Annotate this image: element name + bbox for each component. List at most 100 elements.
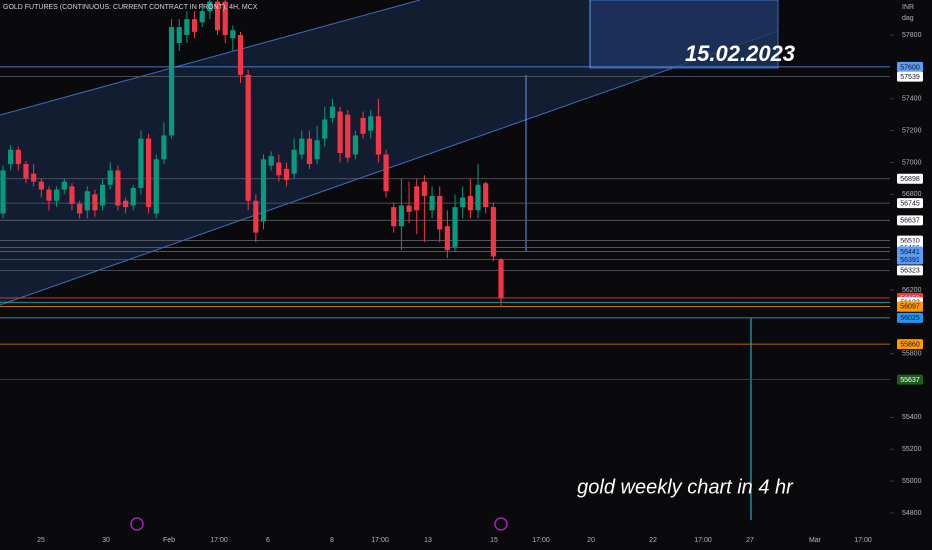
candle-body <box>54 189 60 201</box>
candle-body <box>23 164 29 179</box>
currency: INR <box>902 4 914 11</box>
x-tick-label: 17:00 <box>694 537 712 544</box>
candle-body <box>306 138 313 165</box>
date-annotation: 15.02.2023 <box>685 41 795 66</box>
x-tick-label: 20 <box>587 537 595 544</box>
candle-body <box>314 140 320 160</box>
price-tag <box>897 301 923 312</box>
y-tick-label: 55200 <box>902 446 922 453</box>
candle-body <box>276 162 282 176</box>
price-tag <box>897 246 923 257</box>
candle-body <box>191 19 198 32</box>
candle-body <box>437 195 443 230</box>
candle-body <box>222 1 228 36</box>
candle-body <box>322 119 328 139</box>
candle-body <box>207 1 213 12</box>
candle-body <box>199 11 205 23</box>
price-tag <box>897 339 923 350</box>
x-tick-label: 15 <box>490 537 498 544</box>
y-tick-label: 55000 <box>902 478 922 485</box>
candle-body <box>383 154 389 192</box>
y-tick-label: 54800 <box>902 510 922 517</box>
candle-body <box>46 189 52 201</box>
x-tick-label: Feb <box>163 537 175 544</box>
candle-body <box>237 35 244 75</box>
x-tick-label: 27 <box>746 537 754 544</box>
candle-body <box>184 19 190 36</box>
candle-body <box>444 226 450 251</box>
candle-body <box>360 117 366 134</box>
candle-body <box>490 207 496 257</box>
candle-body <box>283 168 290 181</box>
candle-body <box>329 106 336 118</box>
candle-body <box>0 170 6 214</box>
price-tag <box>897 61 923 72</box>
candle-body <box>77 203 83 214</box>
candle-body <box>291 149 297 174</box>
candle-body <box>398 205 404 227</box>
x-tick-label: 17:00 <box>210 537 228 544</box>
price-tag-label: 56097 <box>900 304 920 311</box>
price-tag-label: 56323 <box>900 268 920 275</box>
candle-body <box>467 195 473 211</box>
price-tag-label: 56510 <box>900 238 920 245</box>
event-icon[interactable] <box>130 517 144 531</box>
candle-body <box>153 159 159 214</box>
candle-body <box>245 74 251 201</box>
price-tag <box>897 265 923 276</box>
price-tag-label: 57600 <box>900 64 920 71</box>
candle-body <box>176 27 182 44</box>
candle-body <box>268 156 274 166</box>
x-tick-label: 25 <box>37 537 45 544</box>
x-tick-label: 17:00 <box>854 537 872 544</box>
price-tag-label: 56441 <box>900 249 920 256</box>
x-tick-label: 13 <box>424 537 432 544</box>
chart-title: GOLD FUTURES (CONTINUOUS: CURRENT CONTRA… <box>3 4 258 11</box>
candle-body <box>483 183 489 208</box>
price-tag-label: 56745 <box>900 200 920 207</box>
candle-body <box>391 207 397 227</box>
candles <box>0 0 504 306</box>
price-tag <box>897 173 923 184</box>
price-tag <box>897 215 923 226</box>
x-tick-label: 17:00 <box>532 537 550 544</box>
candle-body <box>161 135 167 160</box>
x-tick-label: 6 <box>266 537 270 544</box>
candle-body <box>429 195 435 211</box>
price-tag-label: 55860 <box>900 341 920 348</box>
candle-body <box>253 200 259 233</box>
candle-body <box>260 159 267 222</box>
event-icon[interactable] <box>494 517 508 531</box>
time-axis <box>0 520 932 550</box>
candle-body <box>214 1 221 31</box>
candle-body <box>368 116 374 131</box>
candle-body <box>130 187 136 206</box>
candle-body <box>31 173 37 182</box>
x-tick-label: Mar <box>809 537 822 544</box>
candle-body <box>92 194 98 211</box>
candle-body <box>299 138 305 155</box>
text-annotation: gold weekly chart in 4 hr <box>577 476 794 498</box>
y-tick-label: 55400 <box>902 414 922 421</box>
candle-body <box>15 149 21 165</box>
price-tag-label: 57539 <box>900 74 920 81</box>
channel-upper <box>0 0 421 116</box>
y-tick-label: 56200 <box>902 287 922 294</box>
candle-body <box>452 207 458 247</box>
x-tick-label: 8 <box>330 537 334 544</box>
price-tag-label: 55637 <box>900 377 920 384</box>
y-tick-label: 55800 <box>902 351 922 358</box>
candle-body <box>38 181 44 190</box>
candle-body <box>498 259 504 298</box>
y-tick-label: 56800 <box>902 191 922 198</box>
y-tick-label: 57200 <box>902 127 922 134</box>
candle-body <box>115 170 121 206</box>
currency-unit: dag <box>902 15 914 22</box>
candle-body <box>421 181 427 196</box>
price-tag-label: 56025 <box>900 315 920 322</box>
candle-body <box>145 138 152 208</box>
candle-body <box>345 114 351 158</box>
y-tick-label: 57000 <box>902 159 922 166</box>
range-box <box>589 0 779 69</box>
